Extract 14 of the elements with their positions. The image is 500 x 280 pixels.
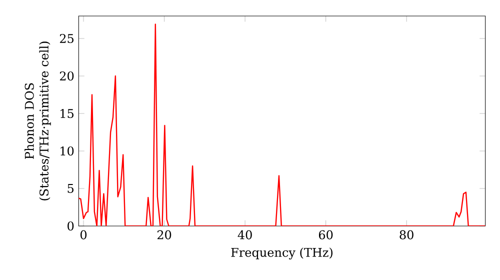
y-tick-label: 10 xyxy=(60,146,74,156)
y-tick-label: 25 xyxy=(60,34,74,44)
x-tick-label: 40 xyxy=(238,230,252,240)
x-tick-label: 60 xyxy=(318,230,333,240)
x-axis-title: Frequency (THz) xyxy=(231,248,332,260)
y-tick-label: 5 xyxy=(68,184,74,193)
y-tick-label: 15 xyxy=(60,108,74,118)
y-tick-label: 20 xyxy=(60,71,74,81)
line-series xyxy=(78,24,486,226)
x-tick-label: 80 xyxy=(400,230,414,240)
y-axis-title: Phonon DOS (States/THz·primitive cell) xyxy=(24,42,51,200)
x-tick-label: 20 xyxy=(157,230,172,240)
y-tick-label: 0 xyxy=(68,221,74,231)
x-tick-label: 0 xyxy=(80,230,87,240)
